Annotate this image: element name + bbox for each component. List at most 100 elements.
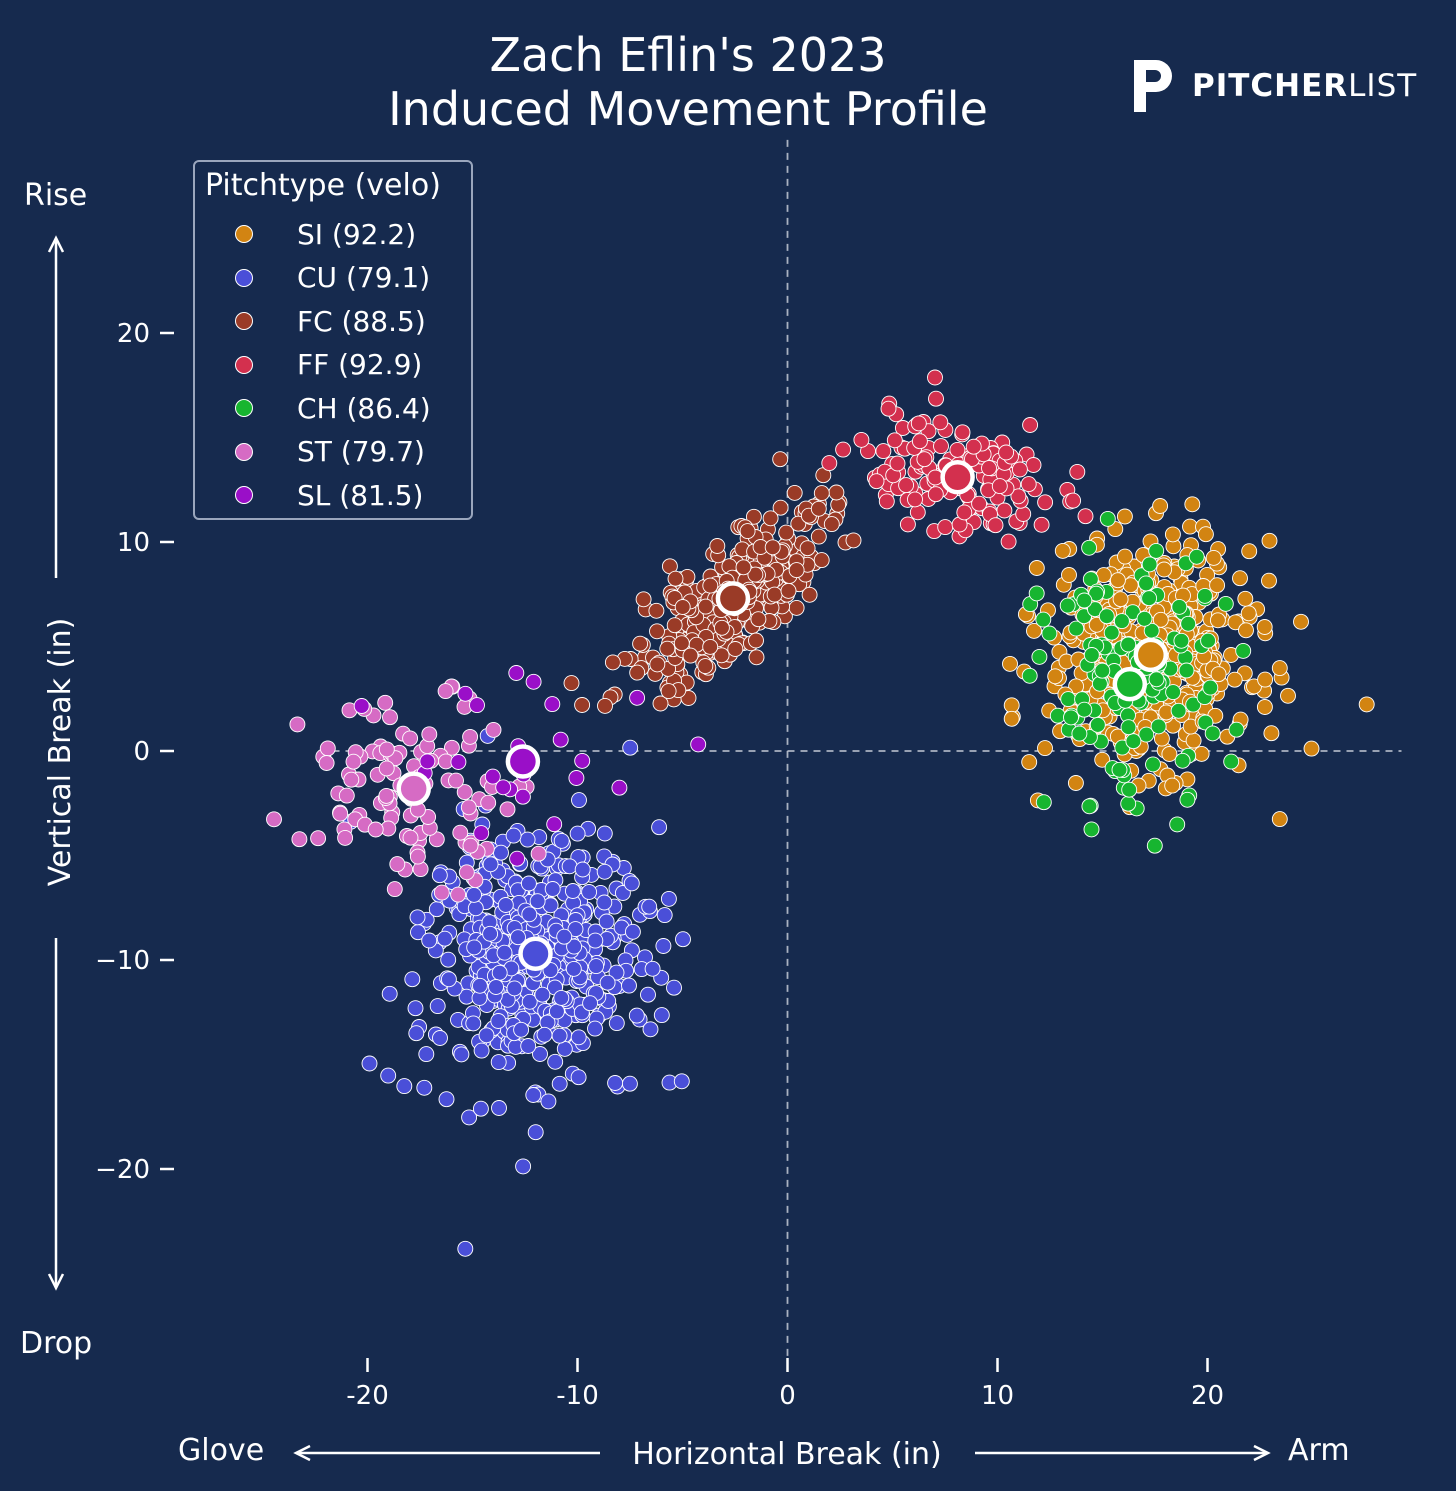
data-point xyxy=(1226,671,1243,688)
data-point xyxy=(629,689,646,706)
data-point xyxy=(821,455,838,472)
data-point xyxy=(1054,542,1071,559)
data-point xyxy=(547,1053,564,1070)
data-point xyxy=(628,1007,645,1024)
data-point xyxy=(697,598,714,615)
data-point xyxy=(1170,702,1187,719)
data-point xyxy=(1033,516,1050,533)
data-point xyxy=(1059,597,1076,614)
data-point xyxy=(552,731,569,748)
pitcherlist-logo: PITCHERLIST xyxy=(1128,56,1417,116)
data-point xyxy=(496,944,513,961)
data-point xyxy=(1152,498,1169,514)
data-point xyxy=(1015,506,1032,522)
mean-marker xyxy=(1133,637,1169,673)
data-point xyxy=(1116,508,1133,525)
data-point xyxy=(1069,463,1086,480)
data-point xyxy=(1263,725,1280,742)
data-point xyxy=(1197,714,1214,731)
legend-marker xyxy=(235,486,253,504)
data-point xyxy=(440,951,457,968)
data-point xyxy=(987,517,1004,534)
data-point xyxy=(1178,662,1195,679)
data-point xyxy=(291,831,308,848)
x-tick-label: 0 xyxy=(779,1381,796,1411)
arm-label: Arm xyxy=(1288,1433,1350,1468)
data-point xyxy=(1202,679,1219,696)
data-point xyxy=(1103,624,1120,641)
data-point xyxy=(813,552,830,569)
data-point xyxy=(998,444,1015,461)
data-point xyxy=(1063,709,1079,726)
data-point xyxy=(482,856,499,873)
data-point xyxy=(653,1007,670,1024)
data-point xyxy=(571,792,587,809)
legend-item: CH (86.4) xyxy=(235,388,431,428)
legend-marker xyxy=(235,268,253,287)
data-point xyxy=(408,1025,425,1042)
data-point xyxy=(1256,699,1273,715)
data-point xyxy=(1141,590,1158,607)
legend-item: SL (81.5) xyxy=(235,475,423,515)
data-point xyxy=(574,861,591,878)
rise-arrowhead xyxy=(47,235,65,253)
data-point xyxy=(697,658,714,675)
data-point xyxy=(813,485,830,502)
data-point xyxy=(402,730,419,747)
data-point xyxy=(1209,612,1226,629)
data-point xyxy=(574,697,591,713)
x-tick-label: -10 xyxy=(556,1381,598,1411)
data-point xyxy=(1235,642,1252,659)
data-point xyxy=(402,829,419,846)
data-point xyxy=(648,602,665,619)
data-point xyxy=(1217,595,1234,612)
data-point xyxy=(505,827,522,844)
data-point xyxy=(519,831,536,848)
data-point xyxy=(596,825,613,842)
data-point xyxy=(598,913,615,930)
data-point xyxy=(568,770,585,786)
data-point xyxy=(1035,611,1052,628)
data-point xyxy=(1197,526,1214,543)
data-point xyxy=(389,856,406,873)
data-point xyxy=(514,788,531,805)
data-point xyxy=(1112,591,1129,608)
title-line-1: Zach Eflin's 2023 xyxy=(489,28,887,82)
data-point xyxy=(450,886,467,903)
data-point xyxy=(530,845,547,862)
data-point xyxy=(790,515,807,532)
data-point xyxy=(564,883,581,899)
data-point xyxy=(659,640,676,657)
data-point xyxy=(801,586,818,603)
data-point xyxy=(1010,488,1027,505)
data-point xyxy=(433,884,450,901)
data-point xyxy=(810,500,827,517)
data-point xyxy=(1257,671,1274,688)
data-point xyxy=(666,617,683,634)
data-point xyxy=(1179,791,1196,808)
data-point xyxy=(1037,494,1054,511)
data-point xyxy=(1280,687,1296,704)
data-point xyxy=(1113,613,1130,630)
data-point xyxy=(465,1015,482,1032)
data-point xyxy=(1077,508,1094,525)
legend-item: CU (79.1) xyxy=(235,258,430,298)
data-point xyxy=(1022,417,1039,433)
data-point xyxy=(1145,756,1161,773)
data-point xyxy=(1138,726,1155,743)
data-point xyxy=(799,540,816,557)
data-point xyxy=(566,938,583,955)
mean-marker xyxy=(1112,666,1148,702)
data-point xyxy=(540,1093,557,1110)
data-point xyxy=(1067,775,1084,791)
data-point xyxy=(916,451,933,468)
data-point xyxy=(1120,719,1137,736)
data-point xyxy=(649,656,666,673)
data-point xyxy=(338,787,355,804)
data-point xyxy=(1049,707,1066,724)
legend-marker xyxy=(235,399,253,417)
data-point xyxy=(565,960,582,977)
data-point xyxy=(381,985,398,1002)
data-point xyxy=(367,821,384,838)
data-point xyxy=(727,641,744,657)
